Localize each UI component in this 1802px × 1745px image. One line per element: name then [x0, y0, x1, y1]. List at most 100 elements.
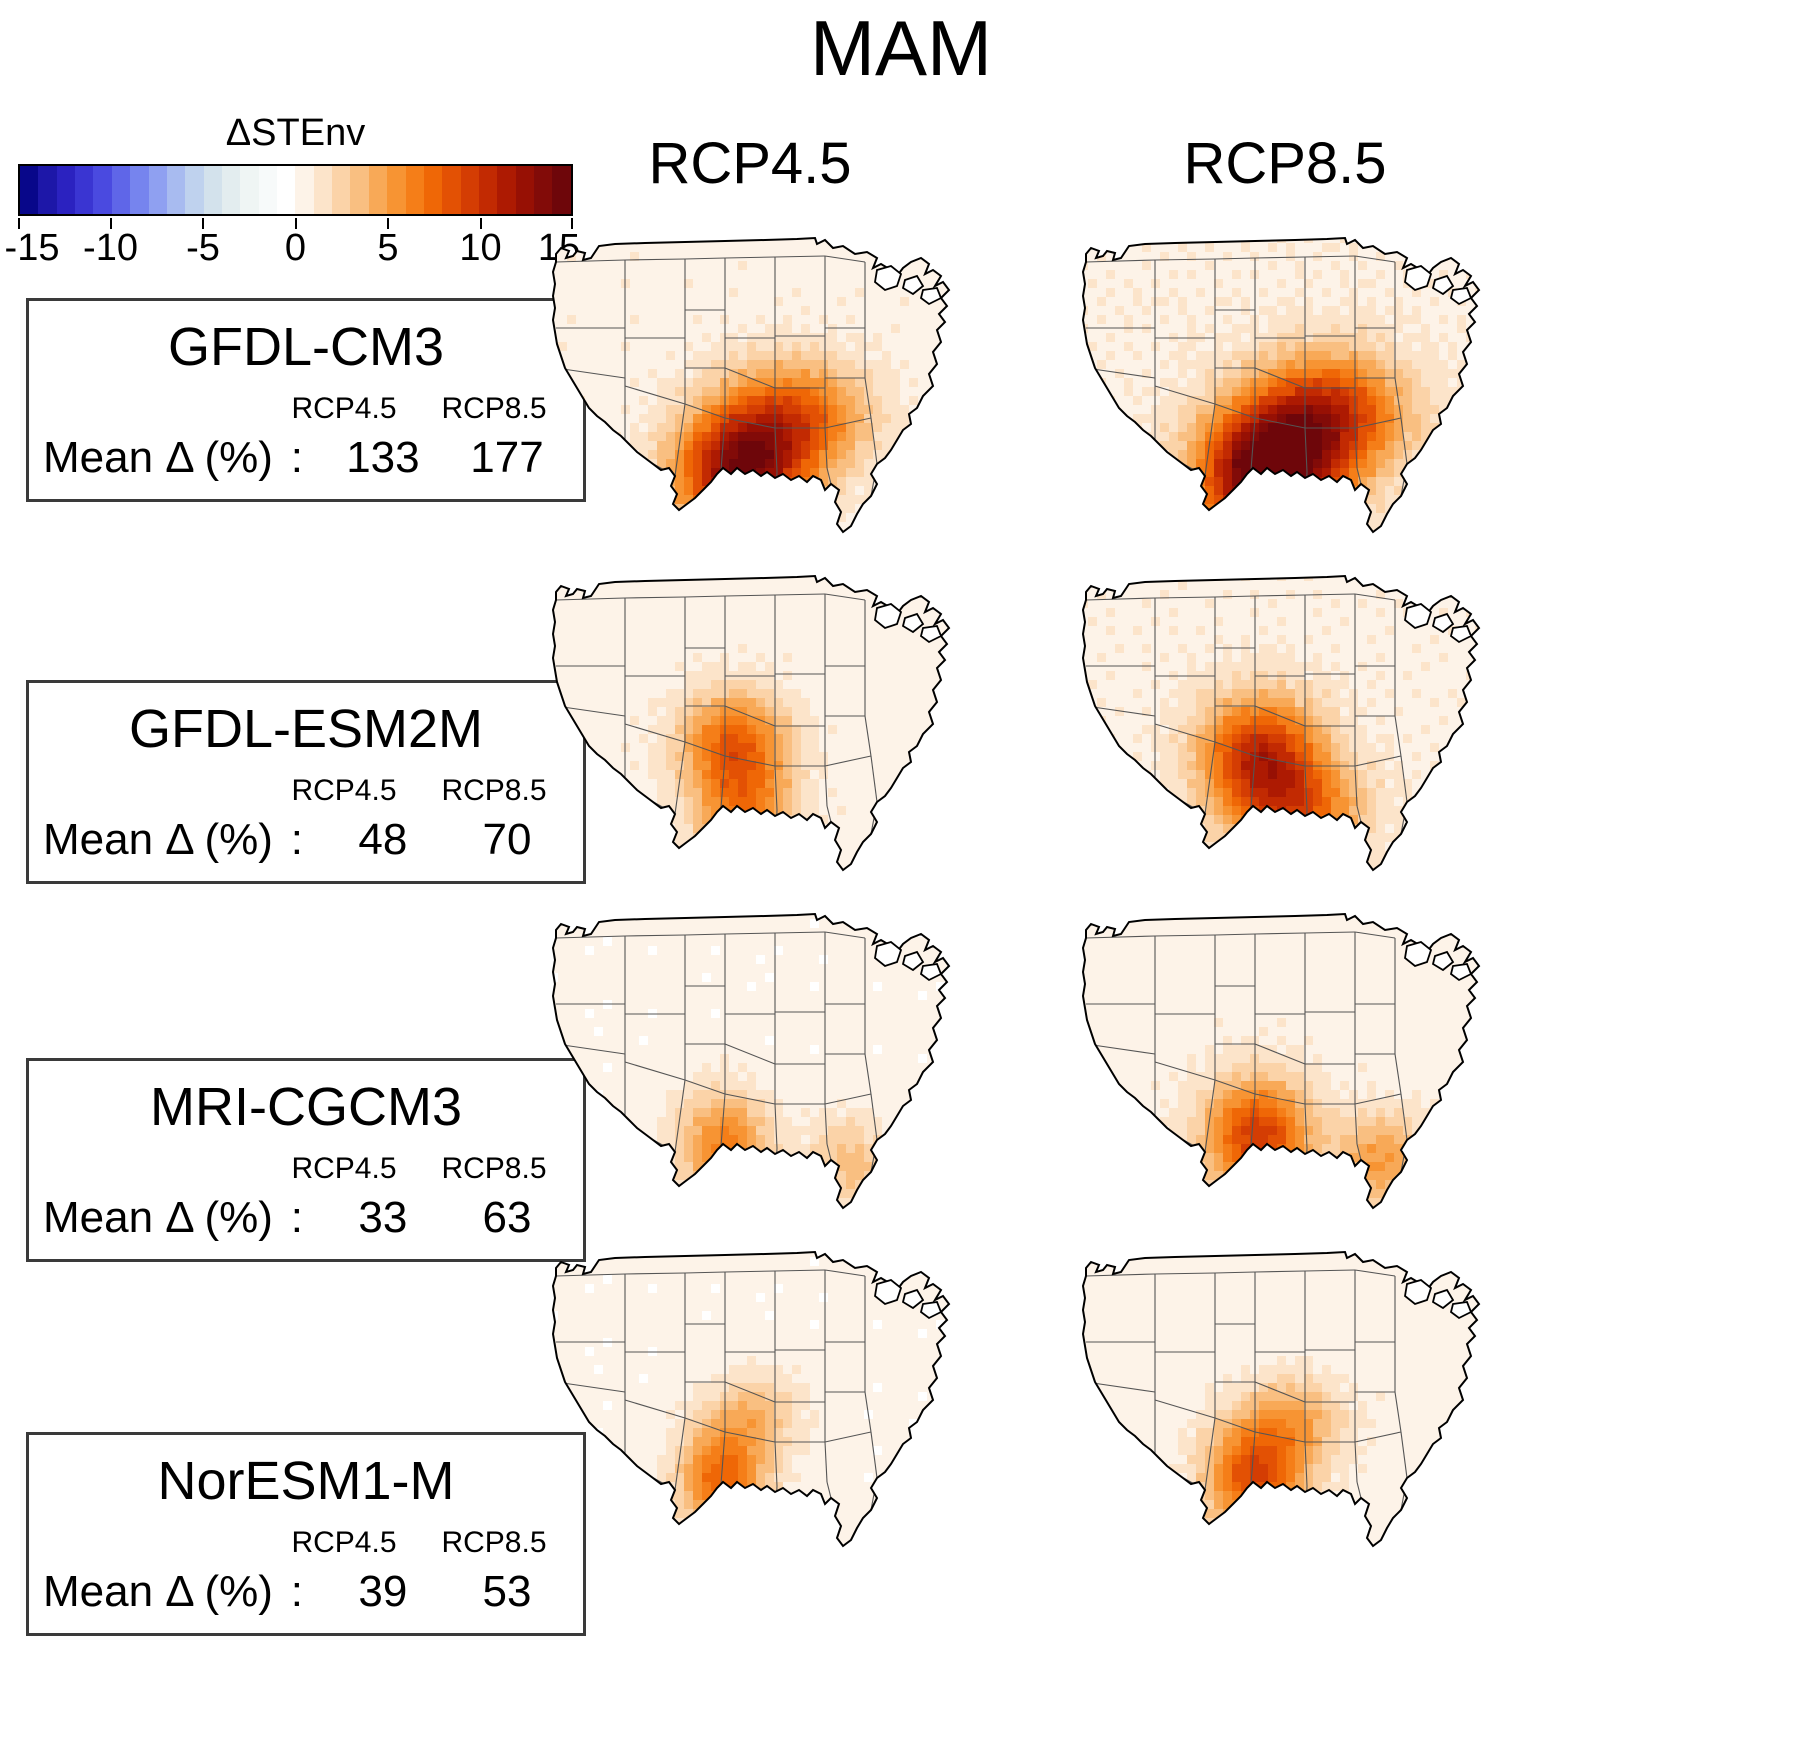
colorbar-tick-label: 0 — [284, 227, 307, 269]
us-map-raster — [551, 236, 951, 534]
colorbar-swatch — [497, 166, 516, 214]
scenario-headers: RCP4.5 RCP8.5 — [29, 1149, 583, 1189]
mean-change-value-rcp85: 53 — [482, 1567, 532, 1616]
colorbar-legend: ΔSTEnv -15 -10 -5 0 5 10 15 — [5, 110, 588, 269]
colorbar-tick-label: -15 — [4, 227, 60, 269]
colorbar-swatch — [387, 166, 406, 214]
colon-separator: : — [290, 815, 303, 864]
great-lakes — [1404, 1279, 1473, 1320]
us-map-raster — [551, 912, 951, 1210]
us-map-raster — [1081, 912, 1481, 1210]
figure-title: MAM — [810, 4, 992, 92]
mean-change-value-rcp45: 33 — [358, 1193, 408, 1242]
conus-outline — [551, 236, 951, 534]
colorbar-swatch — [534, 166, 553, 214]
colorbar-swatch — [313, 166, 333, 214]
colorbar-gradient — [18, 164, 573, 216]
colorbar-swatch — [93, 166, 112, 214]
colorbar-swatch — [405, 166, 424, 214]
model-name: GFDL-CM3 — [167, 317, 444, 377]
scenario-header-rcp85: RCP8.5 — [441, 1152, 547, 1185]
great-lakes — [874, 265, 943, 306]
colorbar-tick — [571, 218, 573, 229]
model-info-box-gfdl-esm2m: GFDL-ESM2M RCP4.5 RCP8.5 Mean Δ (%) : 48… — [26, 680, 586, 884]
colorbar-tick — [18, 218, 20, 229]
great-lakes — [1404, 941, 1473, 982]
colorbar-swatch — [368, 166, 388, 214]
state-borders — [555, 593, 878, 857]
colorbar-swatch — [56, 166, 76, 214]
colon-separator: : — [290, 1567, 303, 1616]
colorbar-swatch — [130, 166, 149, 214]
model-info-box-noresm1-m: NorESM1-M RCP4.5 RCP8.5 Mean Δ (%) : 39 … — [26, 1432, 586, 1636]
conus-outline — [1081, 912, 1481, 1210]
mean-change-value-rcp45: 133 — [346, 433, 420, 482]
colon-separator: : — [290, 433, 303, 482]
colorbar-tick — [479, 218, 482, 229]
colorbar-swatch — [277, 166, 296, 214]
colorbar-swatch — [148, 166, 167, 214]
colorbar-tick-label: -10 — [83, 227, 138, 269]
great-lakes — [1404, 603, 1473, 644]
conus-outline — [551, 574, 951, 872]
colorbar-swatch — [460, 166, 479, 214]
map-panel-gfdl-esm2m-rcp45 — [525, 556, 985, 896]
mean-change-row: Mean Δ (%) : 33 63 — [29, 1189, 583, 1259]
great-lakes — [874, 603, 943, 644]
scenario-headers: RCP4.5 RCP8.5 — [29, 389, 583, 429]
mean-change-label: Mean Δ (%) — [43, 1567, 273, 1616]
mean-change-value-rcp45: 48 — [358, 815, 408, 864]
great-lakes — [874, 941, 943, 982]
column-header-rcp45: RCP4.5 — [648, 131, 852, 196]
mean-change-value-rcp85: 70 — [482, 815, 532, 864]
colorbar-ticks: -15 -10 -5 0 5 10 15 — [5, 218, 580, 269]
scenario-header-rcp85: RCP8.5 — [441, 392, 547, 425]
conus-outline — [551, 912, 951, 1210]
mean-change-value-rcp45: 39 — [358, 1567, 408, 1616]
scenario-headers: RCP4.5 RCP8.5 — [29, 771, 583, 811]
colorbar-swatch — [20, 166, 39, 214]
colorbar-swatch — [478, 166, 498, 214]
colorbar-label: ΔSTEnv — [225, 112, 366, 154]
us-map-raster — [1081, 1250, 1481, 1548]
scenario-header-rcp45: RCP4.5 — [291, 1526, 397, 1559]
us-map-raster — [1081, 236, 1481, 534]
map-panel-noresm1-m-rcp85 — [1055, 1232, 1515, 1572]
colorbar-tick — [387, 218, 389, 229]
colorbar-swatch — [185, 166, 204, 214]
map-panel-gfdl-cm3-rcp85 — [1055, 218, 1515, 558]
mean-change-label: Mean Δ (%) — [43, 433, 273, 482]
colorbar-swatch — [240, 166, 259, 214]
mean-change-label: Mean Δ (%) — [43, 1193, 273, 1242]
map-panel-gfdl-cm3-rcp45 — [525, 218, 985, 558]
colorbar-swatch — [75, 166, 94, 214]
column-header-rcp85: RCP8.5 — [1183, 131, 1387, 196]
colorbar-swatch — [221, 166, 241, 214]
us-map-raster — [551, 574, 951, 872]
colorbar-swatch — [111, 166, 131, 214]
us-map-raster — [551, 1250, 951, 1548]
mean-change-value-rcp85: 177 — [470, 433, 544, 482]
colorbar-tick-label: -5 — [186, 227, 220, 269]
scenario-header-rcp45: RCP4.5 — [291, 1152, 397, 1185]
colorbar-tick-label: 5 — [377, 227, 399, 269]
scenario-headers: RCP4.5 RCP8.5 — [29, 1523, 583, 1563]
scenario-header-rcp45: RCP4.5 — [291, 774, 397, 807]
map-panel-mri-cgcm3-rcp85 — [1055, 894, 1515, 1234]
colorbar-swatch — [515, 166, 535, 214]
scenario-header-rcp45: RCP4.5 — [291, 392, 397, 425]
colorbar-swatch — [38, 166, 57, 214]
mean-change-value-rcp85: 63 — [482, 1193, 532, 1242]
colorbar-tick-label: 10 — [459, 227, 502, 269]
colorbar-swatch — [350, 166, 369, 214]
mean-change-row: Mean Δ (%) : 48 70 — [29, 811, 583, 881]
map-panel-gfdl-esm2m-rcp85 — [1055, 556, 1515, 896]
mean-change-row: Mean Δ (%) : 133 177 — [29, 429, 583, 499]
colorbar-swatch — [258, 166, 278, 214]
map-panel-mri-cgcm3-rcp45 — [525, 894, 985, 1234]
great-lakes — [874, 1279, 943, 1320]
colorbar-swatch — [295, 166, 314, 214]
conus-outline — [1081, 236, 1481, 534]
conus-outline — [551, 1250, 951, 1548]
colorbar-swatch — [332, 166, 351, 214]
